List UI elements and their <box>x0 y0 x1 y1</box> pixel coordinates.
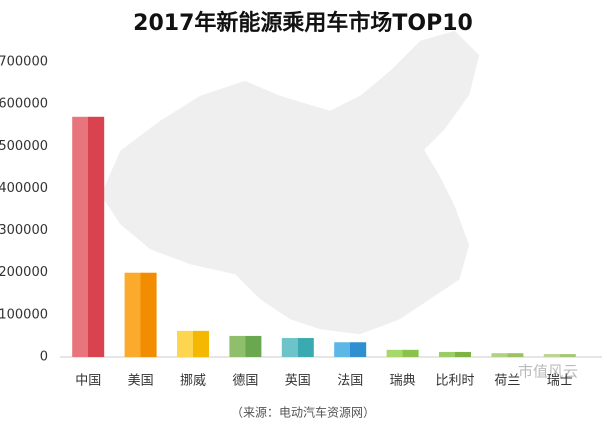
y-tick-label: 700000 <box>0 55 48 70</box>
bar <box>124 272 157 357</box>
x-tick-label: 美国 <box>128 374 154 389</box>
x-tick-label: 比利时 <box>435 374 474 389</box>
x-tick-label: 法国 <box>337 374 363 389</box>
y-tick-label: 500000 <box>0 139 48 154</box>
x-tick-label: 挪威 <box>180 374 206 389</box>
bar <box>281 338 314 357</box>
y-tick-label: 0 <box>40 350 48 365</box>
bar <box>439 351 471 357</box>
bar <box>72 116 105 358</box>
bar <box>386 349 419 357</box>
map-background <box>99 29 481 336</box>
bar <box>229 335 262 357</box>
y-tick-label: 400000 <box>0 181 48 196</box>
watermark: 市值风云 <box>518 363 578 381</box>
x-tick-label: 英国 <box>285 374 311 389</box>
bar <box>177 330 209 357</box>
chart-title: 2017年新能源乘用车市场TOP10 <box>133 10 473 36</box>
y-tick-label: 300000 <box>0 223 48 238</box>
x-tick-label: 德国 <box>232 374 258 389</box>
y-tick-label: 600000 <box>0 97 48 112</box>
bar <box>334 342 367 357</box>
x-tick-label: 瑞典 <box>390 374 416 389</box>
y-tick-label: 200000 <box>0 265 48 280</box>
x-tick-label: 瑞士 <box>547 374 573 389</box>
y-tick-label: 100000 <box>0 307 48 322</box>
bar <box>543 354 576 357</box>
x-tick-label: 中国 <box>75 374 101 389</box>
bar <box>491 353 524 357</box>
source-note: （来源：电动汽车资源网） <box>231 405 375 420</box>
x-tick-label: 荷兰 <box>494 374 520 389</box>
